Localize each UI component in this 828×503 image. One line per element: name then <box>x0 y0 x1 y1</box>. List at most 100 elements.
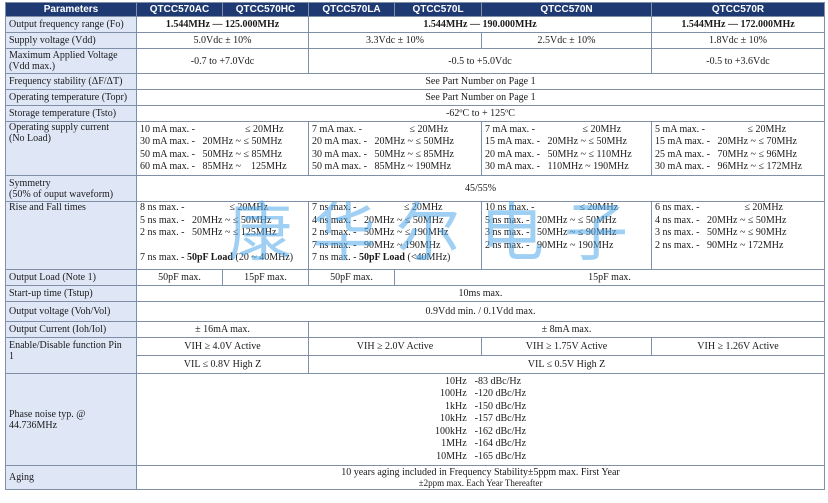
current-line: 25 mA max. - 70MHz ~ ≤ 96MHz <box>655 148 797 160</box>
label-max-voltage-line2: (Vdd max.) <box>9 61 56 72</box>
header-qtcc570n: QTCC570N <box>481 2 652 17</box>
label-operating-current: Operating supply current (No Load) <box>5 121 137 176</box>
risefall-line: 2 ns max. - 50MHz ~ ≤ 125MHz <box>140 227 277 238</box>
label-enable-disable: Enable/Disable function Pin 1 <box>5 337 137 374</box>
header-qtcc570r: QTCC570R <box>651 2 825 17</box>
current-line: 7 mA max. - ≤ 20MHz <box>312 123 449 135</box>
row-frequency-stability: Frequency stability (ΔF/ΔT) See Part Num… <box>5 73 825 90</box>
phase-level: -120 dBc/Hz <box>474 388 527 400</box>
phase-noise-row: 10MHz -165 dBc/Hz <box>431 451 530 464</box>
current-ac-hc: 10 mA max. - ≤ 20MHz 30 mA max. - 20MHz … <box>136 121 309 176</box>
phase-offset: 10kHz <box>439 413 467 425</box>
risefall-r: 6 ns max. - ≤ 20MHz 4 ns max. - 20MHz ~ … <box>651 201 825 270</box>
aging-line2: ±2ppm max. Each Year Thereafter <box>418 477 543 488</box>
vih-r: VIH ≥ 1.26V Active <box>651 337 825 356</box>
ioh-ac-hc: ± 16mA max. <box>136 321 309 338</box>
current-line: 30 mA max. - 20MHz ~ ≤ 50MHz <box>140 136 282 147</box>
current-n: 7 mA max. - ≤ 20MHz 15 mA max. - 20MHz ~… <box>481 121 652 176</box>
startup-value: 10ms max. <box>136 285 825 302</box>
risefall-load-prefix: 7 ns max. - <box>312 252 359 263</box>
phase-level: -165 dBc/Hz <box>474 450 527 462</box>
row-startup-time: Start-up time (Tstup) 10ms max. <box>5 285 825 302</box>
phase-offset: 1MHz <box>441 438 467 450</box>
freq-r: 1.544MHz — 172.000MHz <box>651 16 825 33</box>
label-startup-time: Start-up time (Tstup) <box>5 285 137 302</box>
risefall-line: 3 ns max. - 50MHz ~ ≤ 90MHz <box>485 227 617 238</box>
label-enable-line1: Enable/Disable function Pin <box>9 340 122 351</box>
maxv-la-n: -0.5 to +5.0Vdc <box>308 48 652 74</box>
risefall-ac-hc: 8 ns max. - ≤ 20MHz 5 ns max. - 20MHz ~ … <box>136 201 309 270</box>
current-r: 5 mA max. - ≤ 20MHz 15 mA max. - 20MHz ~… <box>651 121 825 176</box>
row-output-load: Output Load (Note 1) 50pF max. 15pF max.… <box>5 269 825 286</box>
phase-noise-row: 1kHz -150 dBc/Hz <box>431 401 530 414</box>
label-rise-fall: Rise and Fall times <box>5 201 137 270</box>
freq-la-n: 1.544MHz — 190.000MHz <box>308 16 652 33</box>
label-enable-line2: 1 <box>9 351 14 362</box>
label-storage-temperature: Storage temperature (Tsto) <box>5 105 137 122</box>
label-symmetry-line1: Symmetry <box>9 177 51 189</box>
header-qtcc570l: QTCC570L <box>394 2 482 17</box>
aging-value: 10 years aging included in Frequency Sta… <box>136 465 825 490</box>
current-la-l: 7 mA max. - ≤ 20MHz 20 mA max. - 20MHz ~… <box>308 121 482 176</box>
current-line: 7 mA max. - ≤ 20MHz <box>485 123 622 135</box>
risefall-load-bold: 50pF Load <box>358 252 405 263</box>
row-supply-voltage: Supply voltage (Vdd) 5.0Vdc ± 10% 3.3Vdc… <box>5 32 825 49</box>
current-line: 30 mA max. - 50MHz ~ ≤ 85MHz <box>312 148 454 160</box>
stability-value: See Part Number on Page 1 <box>136 73 825 90</box>
label-max-voltage: Maximum Applied Voltage (Vdd max.) <box>5 48 137 74</box>
risefall-line: 7 ns max. - ≤ 20MHz <box>312 202 443 214</box>
load-l-r: 15pF max. <box>394 269 825 286</box>
op-temp-value: See Part Number on Page 1 <box>136 89 825 106</box>
current-line: 50 mA max. - 50MHz ~ ≤ 85MHz <box>140 148 282 160</box>
phase-noise-row: 100Hz -120 dBc/Hz <box>431 388 530 401</box>
current-line: 60 mA max. - 85MHz ~ 125MHz <box>140 161 287 172</box>
vdd-n: 2.5Vdc ± 10% <box>481 32 652 49</box>
vil-ac-hc: VIL ≤ 0.8V High Z <box>136 355 309 374</box>
phase-level: -157 dBc/Hz <box>474 413 527 425</box>
vdd-r: 1.8Vdc ± 10% <box>651 32 825 49</box>
spec-table: Parameters QTCC570AC QTCC570HC QTCC570LA… <box>5 2 825 490</box>
phase-offset: 100Hz <box>439 388 467 400</box>
current-line: 30 mA max. - 96MHz ~ ≤ 172MHz <box>655 161 802 172</box>
label-phase-noise-line2: 44.736MHz <box>9 419 58 431</box>
label-phase-noise: Phase noise typ. @ 44.736MHz <box>5 373 137 466</box>
header-qtcc570ac: QTCC570AC <box>136 2 223 17</box>
row-symmetry: Symmetry (50% of ouput waveform) 45/55% <box>5 175 825 202</box>
risefall-line: 8 ns max. - ≤ 20MHz <box>140 202 268 214</box>
row-max-voltage: Maximum Applied Voltage (Vdd max.) -0.7 … <box>5 48 825 74</box>
risefall-line: 6 ns max. - ≤ 20MHz <box>655 202 783 214</box>
label-frequency-stability: Frequency stability (ΔF/ΔT) <box>5 73 137 90</box>
phase-level: -150 dBc/Hz <box>474 400 527 412</box>
risefall-line: 2 ns max. - 90MHz ~ 172MHz <box>655 239 784 251</box>
label-current-line1: Operating supply current <box>9 122 109 134</box>
header-row: Parameters QTCC570AC QTCC570HC QTCC570LA… <box>5 2 825 17</box>
risefall-line: 5 ns max. - 20MHz ~ ≤ 50MHz <box>140 214 272 226</box>
current-line: 15 mA max. - 20MHz ~ ≤ 50MHz <box>485 136 627 147</box>
row-enable-vil: VIL ≤ 0.8V High Z VIL ≤ 0.5V High Z <box>6 355 825 374</box>
vil-la-r: VIL ≤ 0.5V High Z <box>308 355 825 374</box>
phase-offset: 10Hz <box>444 375 467 387</box>
current-line: 10 mA max. - ≤ 20MHz <box>140 123 284 135</box>
vih-ac-hc: VIH ≥ 4.0V Active <box>136 337 309 356</box>
vdd-ac-hc: 5.0Vdc ± 10% <box>136 32 309 49</box>
load-ac: 50pF max. <box>136 269 223 286</box>
risefall-load-line: 7 ns max. - 50pF Load (20 ~ 40MHz) <box>140 252 305 265</box>
phase-offset: 10MHz <box>436 450 467 462</box>
phase-noise-row: 100kHz -162 dBc/Hz <box>431 426 530 439</box>
voh-vol-value: 0.9Vdd min. / 0.1Vdd max. <box>136 301 825 322</box>
current-line: 5 mA max. - ≤ 20MHz <box>655 123 787 135</box>
row-rise-fall: Rise and Fall times 8 ns max. - ≤ 20MHz … <box>5 201 825 270</box>
row-operating-current: Operating supply current (No Load) 10 mA… <box>5 121 825 176</box>
phase-noise-values: 10Hz -83 dBc/Hz 100Hz -120 dBc/Hz 1kHz -150… <box>136 373 825 466</box>
current-line: 30 mA max. - 110MHz ~ 190MHz <box>485 161 629 172</box>
label-output-current: Output Current (Ioh/Iol) <box>5 321 137 338</box>
phase-noise-row: 10kHz -157 dBc/Hz <box>431 413 530 426</box>
header-parameters: Parameters <box>5 2 137 17</box>
risefall-la-l: 7 ns max. - ≤ 20MHz 4 ns max. - 20MHz ~ … <box>308 201 482 270</box>
label-current-line2: (No Load) <box>9 133 51 144</box>
current-line: 15 mA max. - 20MHz ~ ≤ 70MHz <box>655 136 797 147</box>
risefall-line: 7 ns max. - 90MHz ~ 190MHz <box>312 239 441 251</box>
aging-line1: 10 years aging included in Frequency Sta… <box>341 466 620 478</box>
label-output-voltage: Output voltage (Voh/Vol) <box>5 301 137 322</box>
vih-la-l: VIH ≥ 2.0V Active <box>308 337 482 356</box>
